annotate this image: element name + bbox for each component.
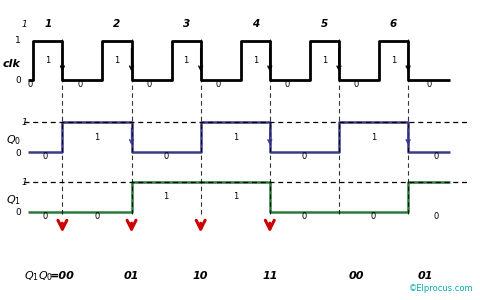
Text: 1: 1 (233, 133, 238, 142)
Text: 0: 0 (43, 212, 48, 221)
Text: 1: 1 (15, 36, 21, 45)
Text: 10: 10 (193, 271, 208, 281)
Text: 0: 0 (354, 80, 359, 89)
Text: 1: 1 (95, 133, 99, 142)
Text: 0: 0 (426, 80, 432, 89)
Text: 0: 0 (95, 212, 99, 221)
Text: 0: 0 (302, 212, 307, 221)
Text: 00: 00 (348, 271, 364, 281)
Text: 0: 0 (433, 212, 438, 221)
Text: 1: 1 (164, 192, 169, 201)
Text: 3: 3 (182, 20, 190, 29)
Text: 1: 1 (391, 56, 396, 65)
Text: 0: 0 (216, 80, 221, 89)
Text: $Q_1Q_0$: $Q_1Q_0$ (24, 269, 53, 283)
Text: 0: 0 (164, 152, 169, 161)
Text: 0: 0 (28, 80, 33, 89)
Text: 0: 0 (146, 80, 152, 89)
Text: 5: 5 (321, 20, 328, 29)
Text: 1: 1 (22, 178, 27, 187)
Text: 1: 1 (252, 56, 258, 65)
Text: 0: 0 (433, 152, 438, 161)
Text: ©Elprocus.com: ©Elprocus.com (409, 284, 474, 293)
Text: 0: 0 (302, 152, 307, 161)
Text: 0: 0 (15, 208, 21, 217)
Text: 1: 1 (22, 20, 27, 29)
Text: 1: 1 (44, 20, 51, 29)
Text: 4: 4 (252, 20, 259, 29)
Text: 1: 1 (371, 133, 376, 142)
Text: 1: 1 (45, 56, 50, 65)
Text: 0: 0 (43, 152, 48, 161)
Text: 1: 1 (233, 192, 238, 201)
Text: 01: 01 (124, 271, 139, 281)
Text: =00: =00 (50, 271, 75, 281)
Text: 0: 0 (371, 212, 376, 221)
Text: $Q_1$: $Q_1$ (6, 193, 21, 207)
Text: 6: 6 (390, 20, 397, 29)
Text: 0: 0 (15, 76, 21, 85)
Text: 1: 1 (322, 56, 327, 65)
Text: 1: 1 (114, 56, 120, 65)
Text: $Q_0$: $Q_0$ (6, 133, 21, 147)
Text: 11: 11 (262, 271, 277, 281)
Text: 2: 2 (113, 20, 120, 29)
Text: 1: 1 (22, 118, 27, 127)
Text: 0: 0 (77, 80, 82, 89)
Text: 0: 0 (285, 80, 290, 89)
Text: 0: 0 (15, 149, 21, 158)
Text: clk: clk (3, 59, 21, 69)
Text: 01: 01 (418, 271, 433, 281)
Text: 1: 1 (183, 56, 189, 65)
